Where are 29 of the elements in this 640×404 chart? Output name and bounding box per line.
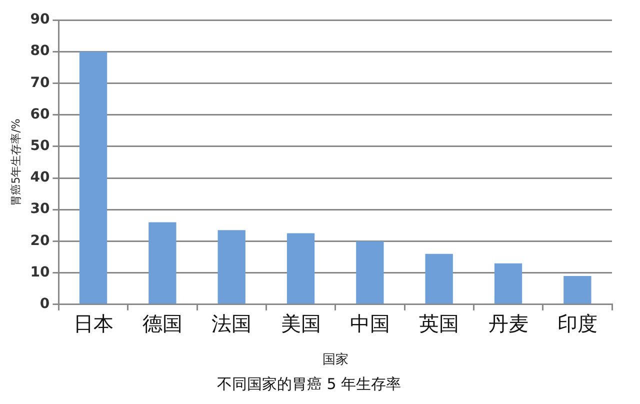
y-tick-label: 70	[30, 74, 50, 91]
x-tick-label: 日本	[73, 312, 114, 336]
y-tick-label: 90	[30, 12, 50, 28]
y-tick-label: 50	[30, 138, 50, 154]
y-tick-label: 0	[40, 296, 50, 312]
y-tick-label: 10	[30, 264, 50, 280]
bar	[148, 222, 176, 304]
y-tick-label: 80	[30, 43, 50, 60]
x-tick-label: 法国	[212, 312, 252, 336]
x-tick-label: 美国	[280, 312, 321, 336]
bar	[286, 233, 315, 304]
x-tick-label: 丹麦	[488, 312, 528, 336]
bar	[425, 254, 453, 304]
bar	[564, 276, 592, 304]
bar	[79, 52, 108, 304]
bar	[494, 263, 522, 304]
bar	[356, 241, 384, 304]
x-axis-title: 国家	[322, 352, 348, 368]
bar	[218, 230, 246, 304]
y-axis-title: 胃癌5年生存率/%	[9, 118, 22, 206]
y-tick-label: 60	[30, 106, 50, 122]
y-tick-label: 20	[30, 232, 50, 249]
x-tick-label: 中国	[350, 312, 390, 336]
x-tick-label: 德国	[142, 312, 182, 336]
x-tick-label: 英国	[419, 312, 460, 336]
y-tick-label: 40	[30, 170, 50, 186]
x-tick-label: 印度	[557, 312, 598, 336]
y-tick-label: 30	[30, 201, 50, 218]
text: 不同国家的胃癌 5 年生存率	[216, 374, 402, 393]
